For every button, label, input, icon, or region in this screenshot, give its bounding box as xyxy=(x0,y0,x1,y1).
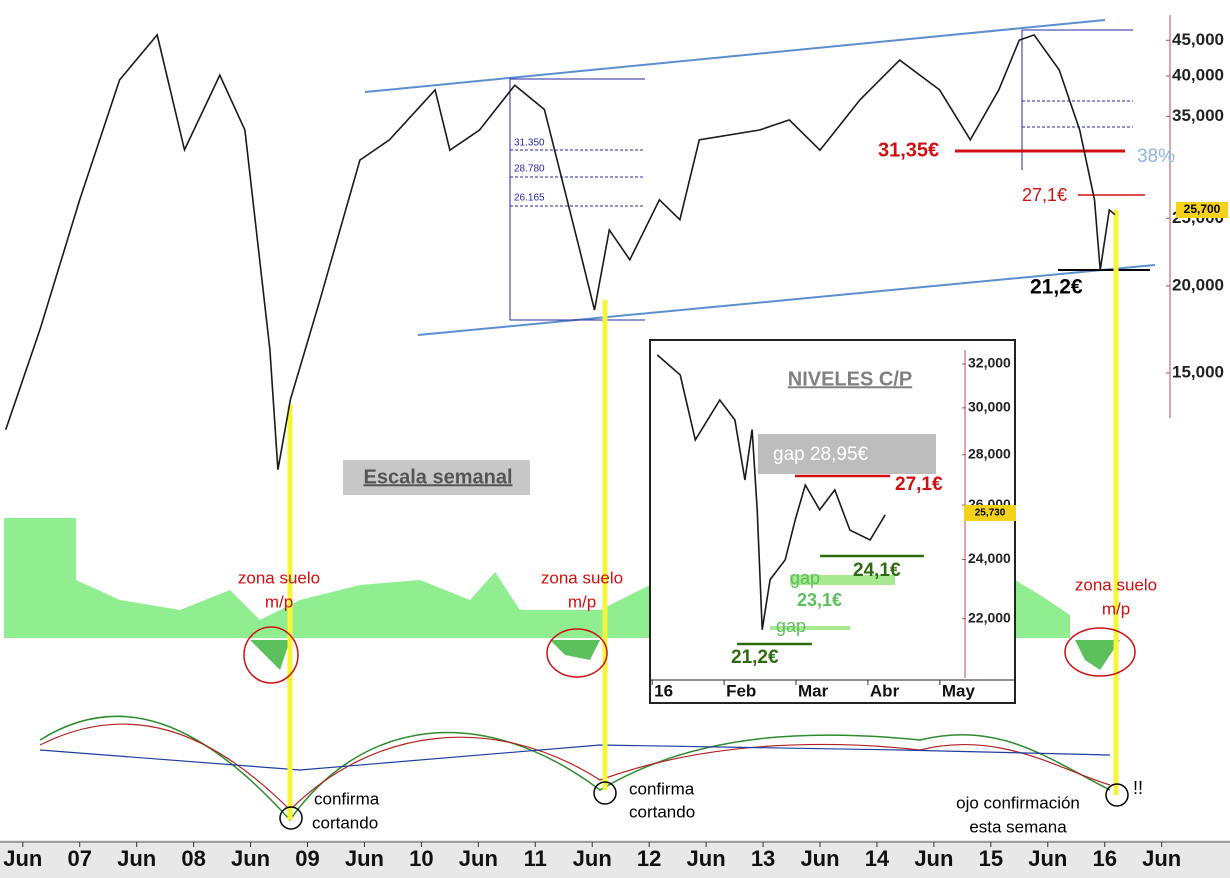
gap-box xyxy=(758,434,936,474)
annotation: NIVELES C/P xyxy=(788,368,912,390)
x-tick-label: Jun xyxy=(800,846,839,871)
x-tick-label: 16 xyxy=(1092,846,1116,871)
x-tick-label: Jun xyxy=(573,846,612,871)
price-marker xyxy=(1176,202,1228,218)
x-axis xyxy=(0,840,1230,878)
price-line xyxy=(4,33,1116,470)
y-tick-label: 30,000 xyxy=(968,399,1011,415)
annotation: cortando xyxy=(629,802,695,821)
x-tick-label: Mar xyxy=(798,681,829,700)
y-tick-label: 20,000 xyxy=(1172,275,1224,294)
annotation: m/p xyxy=(1102,599,1130,618)
x-tick-label: Jun xyxy=(3,846,42,871)
annotation: 25,700 xyxy=(1184,202,1221,216)
fib-box xyxy=(509,78,645,321)
annotation: m/p xyxy=(265,592,293,611)
x-tick-label: 09 xyxy=(295,846,319,871)
price-marker xyxy=(964,505,1016,521)
annotation: 25,730 xyxy=(975,508,1006,519)
annotation: 27,1€ xyxy=(1022,185,1067,205)
x-tick-label: Jun xyxy=(459,846,498,871)
annotation: 27,1€ xyxy=(895,474,943,495)
annotation: 24,1€ xyxy=(853,560,901,581)
x-tick-label: 16 xyxy=(654,681,673,700)
x-tick-label: 10 xyxy=(409,846,433,871)
volume-area xyxy=(1015,580,1070,638)
x-tick-label: Jun xyxy=(687,846,726,871)
y-tick-label: 35,000 xyxy=(1172,106,1224,125)
price-line xyxy=(656,354,886,630)
annotation: m/p xyxy=(568,592,596,611)
annotation: !! xyxy=(1133,778,1143,798)
annotation: zona suelo xyxy=(1075,575,1157,594)
annotation: esta semana xyxy=(969,817,1067,836)
annotation: ojo confirmación xyxy=(956,793,1080,812)
y-tick-label: 28,000 xyxy=(968,445,1011,461)
y-tick-label: 45,000 xyxy=(1172,30,1224,49)
annotation: zona suelo xyxy=(541,568,623,587)
trend-line xyxy=(417,264,1156,336)
trend-line xyxy=(364,19,1106,93)
x-tick-label: Jun xyxy=(231,846,270,871)
annotation: cortando xyxy=(312,813,378,832)
x-tick-label: Abr xyxy=(870,681,900,700)
plot-layer: 15,00020,00025,00035,00040,00045,000Jun0… xyxy=(3,30,1228,871)
y-tick-label: 22,000 xyxy=(968,609,1011,625)
x-tick-label: 15 xyxy=(979,846,1003,871)
gap-band xyxy=(770,626,850,630)
x-tick-label: Jun xyxy=(1142,846,1181,871)
oscillator-line xyxy=(39,723,1111,811)
y-tick-label: 40,000 xyxy=(1172,65,1224,84)
x-tick-label: 13 xyxy=(751,846,775,871)
annotation: 21,2€ xyxy=(731,647,779,668)
oscillator-line xyxy=(39,715,1111,822)
x-tick-label: 12 xyxy=(637,846,661,871)
annotation: 21,2€ xyxy=(1030,276,1083,299)
annotation: 26.165 xyxy=(514,193,545,204)
signal-line xyxy=(287,210,1119,820)
annotation: confirma xyxy=(314,789,380,808)
x-tick-label: 08 xyxy=(181,846,205,871)
x-tick-label: 11 xyxy=(524,846,547,871)
annotation: 28.780 xyxy=(514,164,545,175)
annotation: gap xyxy=(776,616,806,636)
annotation: 23,1€ xyxy=(797,590,842,610)
annotation: 31,35€ xyxy=(878,139,939,161)
x-tick-label: Jun xyxy=(117,846,156,871)
annotation: gap xyxy=(790,568,820,588)
annotation: confirma xyxy=(629,779,695,798)
annotation: 38% xyxy=(1137,146,1175,167)
annotation: gap 28,95€ xyxy=(773,444,869,465)
annotation: Escala semanal xyxy=(364,466,513,488)
inset-frame xyxy=(649,339,1016,704)
fib-box xyxy=(1021,29,1133,170)
volume-area xyxy=(4,518,650,638)
y-tick-label: 15,000 xyxy=(1172,362,1224,381)
annotation: zona suelo xyxy=(238,568,320,587)
x-tick-label: Jun xyxy=(1028,846,1067,871)
label-box xyxy=(343,460,530,495)
annotation: 31.350 xyxy=(514,138,545,149)
fib-level xyxy=(510,100,1133,207)
gap-band xyxy=(790,575,895,585)
y-tick-label: 24,000 xyxy=(968,550,1011,566)
x-tick-label: May xyxy=(942,681,976,700)
x-tick-label: Feb xyxy=(726,681,756,700)
x-tick-label: Jun xyxy=(914,846,953,871)
x-tick-label: Jun xyxy=(345,846,384,871)
x-tick-label: 14 xyxy=(865,846,890,871)
y-tick-label: 32,000 xyxy=(968,355,1011,371)
x-tick-label: 07 xyxy=(67,846,91,871)
zone-circle xyxy=(243,626,1136,684)
oscillator-line xyxy=(39,744,1111,771)
signal-circle xyxy=(279,781,1129,830)
